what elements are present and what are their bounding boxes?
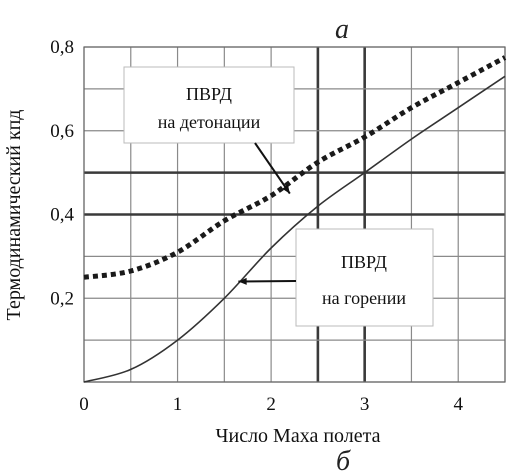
figure-letter-top: а xyxy=(335,14,349,45)
annotation-arrowhead-0 xyxy=(282,184,290,194)
chart-annotations: ПВРД на детонации ПВРД на горении xyxy=(123,66,434,327)
annotation-text-0-0: ПВРД xyxy=(186,84,232,104)
y-tick-label: 0,4 xyxy=(50,205,74,226)
chart-ticks: 0 1 2 3 4 0,2 0,4 0,6 0,8 xyxy=(50,37,463,415)
annotation-text-1-0: ПВРД xyxy=(341,252,387,272)
annotation-box-1 xyxy=(295,228,434,327)
annotation-arrow-0 xyxy=(254,142,291,195)
x-tick-label: 4 xyxy=(453,394,463,415)
annotation-box-0 xyxy=(123,66,295,144)
annotation-text-1-1: на горении xyxy=(322,288,406,308)
chart-series xyxy=(83,55,507,383)
x-tick-label: 3 xyxy=(360,394,370,415)
annotation-text-0-1: на детонации xyxy=(158,112,261,132)
series-line-1 xyxy=(83,75,506,383)
figure-letter-bottom: б xyxy=(336,446,351,475)
y-tick-label: 0,2 xyxy=(50,288,74,309)
y-tick-label: 0,8 xyxy=(50,37,74,58)
y-axis-label: Термодинамический кпд xyxy=(3,110,25,321)
y-tick-label: 0,6 xyxy=(50,121,74,142)
x-tick-label: 2 xyxy=(266,394,276,415)
plot-frame xyxy=(83,46,506,383)
annotation-arrowhead-1 xyxy=(238,277,247,285)
series-line-0 xyxy=(83,55,507,280)
x-axis-label: Число Маха полета xyxy=(216,425,381,447)
x-tick-label: 0 xyxy=(79,394,89,415)
annotation-arrow-1 xyxy=(238,280,297,283)
x-tick-label: 1 xyxy=(173,394,183,415)
